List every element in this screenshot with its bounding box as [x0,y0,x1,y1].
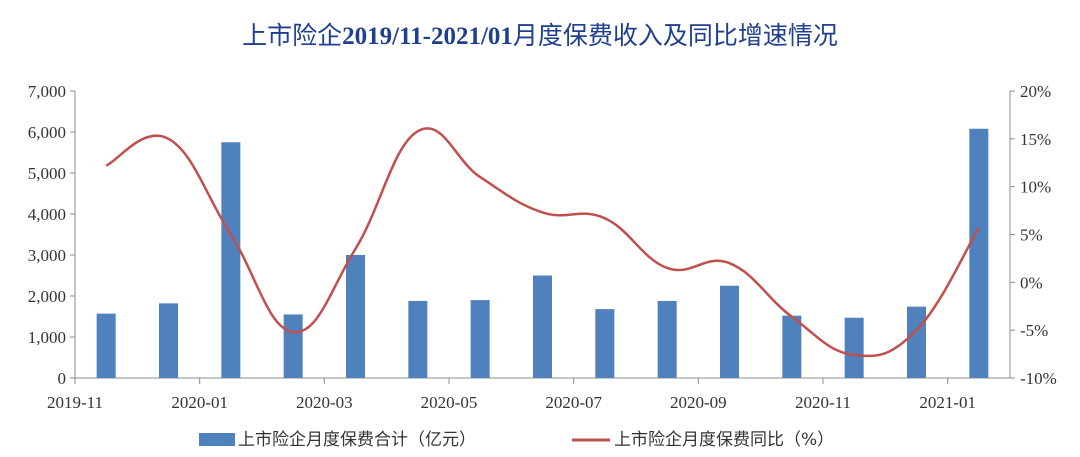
bar [283,314,303,378]
legend-bar-swatch [199,433,235,446]
bar [346,255,365,378]
left-tick-label: 4,000 [28,205,66,224]
right-tick-label: 0% [1020,273,1043,292]
bar [408,300,428,378]
bar [782,315,802,378]
right-tick-label: 5% [1020,226,1043,245]
x-tick-label: 2020-05 [421,393,478,412]
right-tick-label: -10% [1020,369,1057,388]
x-tick-label: 2020-03 [296,393,353,412]
legend-bar-label: 上市险企月度保费合计（亿元） [238,430,476,450]
bar [221,142,241,378]
right-tick-label: 10% [1020,178,1051,197]
bar [844,317,864,378]
left-tick-label: 7,000 [28,82,66,101]
bar [96,313,116,378]
left-tick-label: 2,000 [28,287,66,306]
bar [533,275,552,378]
bar [159,303,178,378]
right-tick-label: 15% [1020,130,1051,149]
bar [595,309,615,378]
bar [657,300,677,378]
bar [470,300,490,378]
right-tick-label: 20% [1020,82,1051,101]
x-tick-label: 2019-11 [47,393,103,412]
title-part-1: 上市险企 [242,21,343,50]
left-tick-label: 1,000 [28,328,66,347]
bar [969,128,989,378]
bar [720,285,739,378]
x-tick-label: 2020-09 [670,393,727,412]
right-y-axis: -10% -5% 0% 5% 10% 15% 20% [1010,82,1057,388]
x-axis: 2019-11 2020-01 2020-03 2020-05 2020-07 2020-… [47,378,976,412]
line-series [105,127,980,358]
left-y-axis: 0 1,000 2,000 3,000 4,000 5,000 6,000 7,000 [28,82,75,388]
chart-title: 上市险企2019/11-2021/01月度保费收入及同比增速情况 [0,16,1080,52]
bar-series [96,128,989,378]
left-tick-label: 5,000 [28,164,66,183]
legend-line-label: 上市险企月度保费同比（%） [614,430,834,450]
left-tick-label: 0 [58,369,67,388]
left-tick-label: 3,000 [28,246,66,265]
title-part-3: 月度保费收入及同比增速情况 [512,21,838,50]
x-tick-label: 2020-11 [795,393,851,412]
x-tick-label: 2020-07 [545,393,602,412]
legend: 上市险企月度保费合计（亿元） 上市险企月度保费同比（%） [199,430,834,450]
right-tick-label: -5% [1020,321,1048,340]
x-tick-label: 2020-01 [171,393,228,412]
left-tick-label: 6,000 [28,123,66,142]
x-tick-label: 2021-01 [919,393,976,412]
bar [907,306,926,378]
title-part-2: 2019/11-2021/01 [342,23,513,50]
growth-line [105,127,980,358]
